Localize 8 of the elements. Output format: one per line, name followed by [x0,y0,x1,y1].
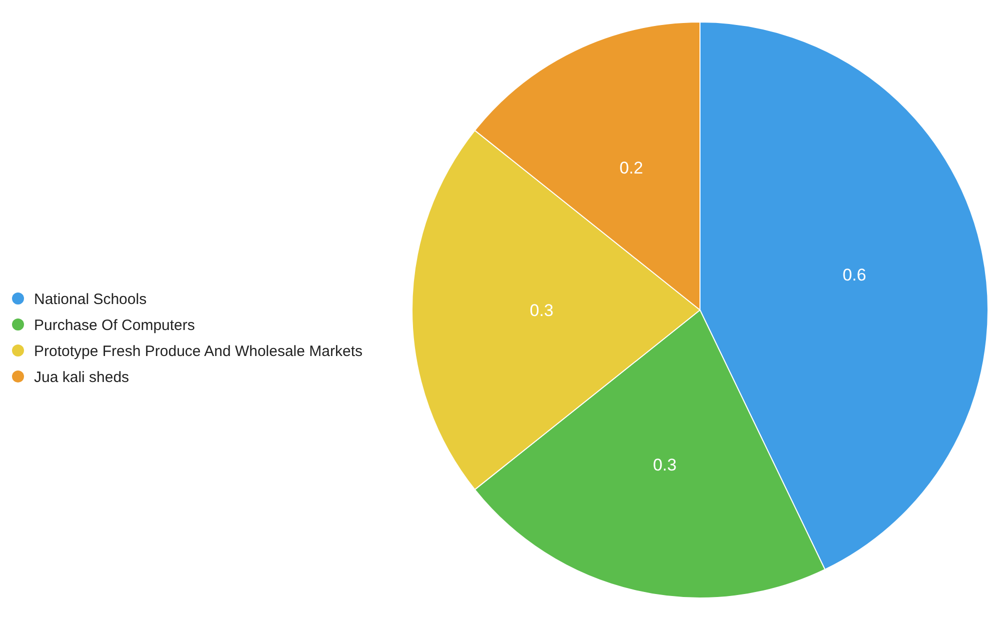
legend-label: Purchase Of Computers [34,316,195,334]
legend-label: Prototype Fresh Produce And Wholesale Markets [34,342,362,360]
data-label: 0.3 [652,455,677,474]
legend-label: National Schools [34,290,147,308]
data-label: 0.6 [842,266,866,285]
legend-label: Jua kali sheds [34,368,130,386]
data-label: 0.3 [530,300,554,320]
data-label: 0.2 [619,158,644,178]
